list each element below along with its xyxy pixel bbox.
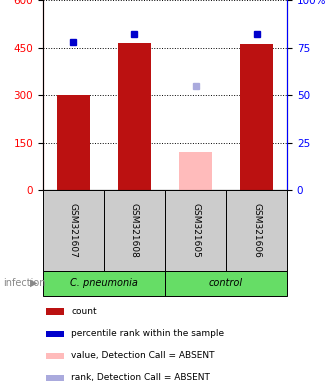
Text: percentile rank within the sample: percentile rank within the sample xyxy=(71,329,224,338)
Bar xyxy=(43,190,104,271)
Bar xyxy=(46,308,64,314)
Bar xyxy=(165,190,226,271)
Text: control: control xyxy=(209,278,243,288)
Bar xyxy=(118,43,151,190)
Bar xyxy=(43,271,165,296)
Text: GSM321608: GSM321608 xyxy=(130,203,139,258)
Text: GSM321605: GSM321605 xyxy=(191,203,200,258)
Bar xyxy=(179,152,212,190)
Text: rank, Detection Call = ABSENT: rank, Detection Call = ABSENT xyxy=(71,373,210,382)
Text: value, Detection Call = ABSENT: value, Detection Call = ABSENT xyxy=(71,351,215,360)
Text: GSM321606: GSM321606 xyxy=(252,203,261,258)
Bar xyxy=(240,44,273,190)
Bar xyxy=(46,353,64,359)
Bar xyxy=(226,190,287,271)
Text: count: count xyxy=(71,307,97,316)
Text: infection: infection xyxy=(3,278,46,288)
Bar xyxy=(165,271,287,296)
Bar xyxy=(57,95,90,190)
Bar xyxy=(46,331,64,337)
Bar xyxy=(104,190,165,271)
Bar xyxy=(46,375,64,381)
Text: ▶: ▶ xyxy=(30,278,37,288)
Text: GSM321607: GSM321607 xyxy=(69,203,78,258)
Text: C. pneumonia: C. pneumonia xyxy=(70,278,138,288)
